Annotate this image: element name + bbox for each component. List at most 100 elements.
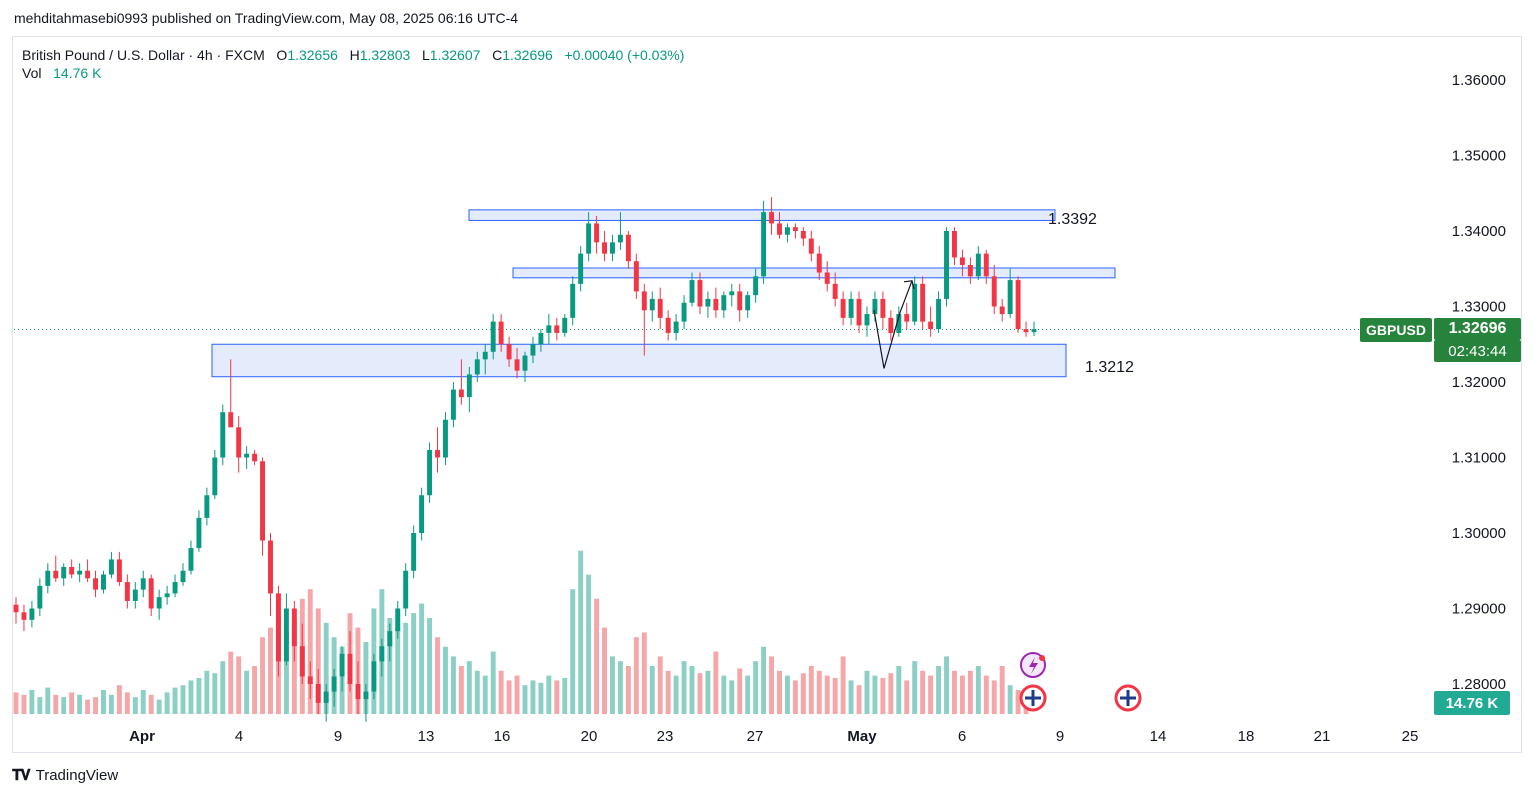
volume-bar <box>880 678 886 714</box>
volume-bar <box>864 670 870 714</box>
tradingview-logo-icon[interactable]: 𝐓𝐕 <box>12 767 31 784</box>
candle-body <box>188 548 194 571</box>
candle-body <box>912 283 918 322</box>
price-tick-label: 1.35000 <box>1452 148 1506 165</box>
volume-bar <box>124 692 130 714</box>
volume-bar <box>291 618 297 714</box>
candle-body <box>482 351 488 360</box>
volume-bar <box>403 622 409 714</box>
high-label: H <box>349 47 360 63</box>
price-tick-label: 1.33000 <box>1452 299 1506 316</box>
time-tick-label: 23 <box>657 728 674 745</box>
candle-body <box>570 283 576 318</box>
volume-bar <box>156 699 162 714</box>
candle-body <box>936 298 942 330</box>
candle-body <box>371 661 377 692</box>
volume-bar <box>792 680 798 714</box>
candle-body <box>665 317 671 333</box>
time-tick-label: 13 <box>418 728 435 745</box>
volume-bar <box>657 656 663 714</box>
volume-bar <box>665 670 671 714</box>
volume-bar <box>649 666 655 714</box>
candle-body <box>840 298 846 318</box>
candle-body <box>172 582 178 594</box>
candle-body <box>427 449 433 496</box>
candle-body <box>53 570 59 579</box>
volume-bar <box>490 651 496 714</box>
volume-bar <box>474 670 480 714</box>
candle-body <box>307 676 313 684</box>
volume-bar <box>140 690 146 714</box>
volume-bar <box>594 598 600 714</box>
volume-bar <box>697 673 703 714</box>
time-tick-label: 21 <box>1314 728 1331 745</box>
time-tick-label: 16 <box>494 728 511 745</box>
volume-bar <box>578 550 584 714</box>
candle-body <box>283 608 289 662</box>
volume-bar <box>498 670 504 714</box>
volume-bar <box>244 670 250 714</box>
candle-body <box>784 227 790 235</box>
lightning-bolt-icon <box>1029 657 1038 674</box>
volume-bar <box>101 690 106 714</box>
candle-body <box>848 298 854 318</box>
candle-body <box>108 559 114 575</box>
candle-body <box>610 242 615 254</box>
price-tick-label: 1.34000 <box>1452 223 1506 240</box>
candle-body <box>236 427 242 458</box>
volume-bar <box>307 589 313 714</box>
candle-body <box>450 389 456 420</box>
volume-bar <box>132 697 138 714</box>
candle-body <box>291 608 297 647</box>
volume-bar <box>848 680 854 714</box>
candle-body <box>490 321 496 352</box>
volume-bar <box>689 666 695 714</box>
candle-body <box>387 631 393 647</box>
candle-body <box>944 231 949 299</box>
candle-body <box>37 585 43 609</box>
candle-body <box>959 257 965 265</box>
volume-bar <box>928 675 934 714</box>
candle-body <box>148 578 154 609</box>
volume-bar <box>514 675 520 714</box>
candle-body <box>792 227 798 231</box>
close-value: 1.32696 <box>502 47 553 63</box>
candle-body <box>212 457 218 496</box>
symbol-badge: GBPUSD <box>1360 318 1432 342</box>
candle-body <box>769 212 775 224</box>
volume-bar <box>784 675 790 714</box>
open-value: 1.32656 <box>287 47 338 63</box>
countdown-badge: 02:43:44 <box>1434 340 1521 362</box>
candle-body <box>625 234 631 262</box>
candle-body <box>975 253 981 277</box>
candle-body <box>888 317 894 333</box>
time-tick-label: 9 <box>334 728 342 745</box>
volume-bar <box>832 678 838 714</box>
price-tick-label: 1.31000 <box>1452 450 1506 467</box>
footer: 𝐓𝐕 TradingView <box>12 767 118 784</box>
candle-body <box>1015 280 1021 330</box>
candle-body <box>737 291 743 311</box>
candle-body <box>617 234 623 243</box>
volume-bar <box>641 632 647 714</box>
volume-bar <box>967 670 973 714</box>
volume-bar <box>419 603 425 714</box>
candle-body <box>116 559 122 583</box>
volume-bar <box>681 661 687 714</box>
candle-body <box>196 517 202 549</box>
volume-bar <box>188 680 194 714</box>
volume-bar <box>1007 685 1013 714</box>
candle-body <box>164 593 170 598</box>
volume-bar <box>912 661 918 714</box>
candle-body <box>124 582 130 601</box>
candle-body <box>554 325 560 333</box>
volume-bar <box>395 627 401 714</box>
candle-body <box>1023 329 1029 333</box>
volume-bar <box>538 682 544 714</box>
candle-body <box>435 449 440 458</box>
candle-body <box>808 238 814 254</box>
volume-bar <box>411 613 417 714</box>
candle-body <box>474 359 480 375</box>
volume-bar <box>753 661 759 714</box>
